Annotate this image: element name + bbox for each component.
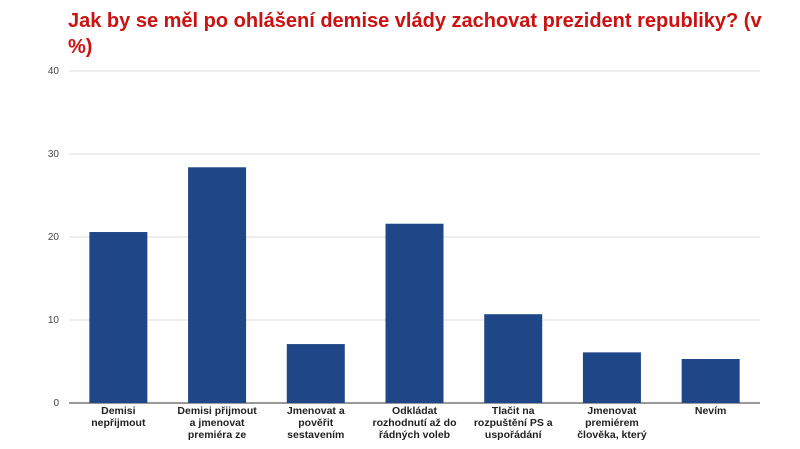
bar xyxy=(484,314,543,403)
x-tick-label: Nevím xyxy=(695,405,727,417)
x-tick-label: Demisi nepřijmout xyxy=(91,405,146,429)
y-tick-label: 20 xyxy=(48,232,60,243)
bar xyxy=(188,167,247,403)
x-tick-label: Odkládat rozhodnutí až do řádných voleb xyxy=(373,405,457,441)
x-tick-label: Tlačit na rozpuštění PS a uspořádání xyxy=(474,405,553,441)
bar xyxy=(385,223,444,403)
x-tick-label: Demisi přijmout a jmenovat premiéra ze xyxy=(177,405,257,441)
y-tick-label: 40 xyxy=(48,66,60,77)
bar xyxy=(582,352,641,403)
y-tick-label: 10 xyxy=(48,315,60,326)
bar xyxy=(681,359,740,403)
y-tick-label: 30 xyxy=(48,149,60,160)
bar xyxy=(89,232,148,403)
x-tick-label: Jmenovat a pověřit sestavením xyxy=(287,405,345,441)
bar xyxy=(286,344,345,403)
chart-title: Jak by se měl po ohlášení demise vlády z… xyxy=(68,10,762,58)
x-tick-label: Jmenovat premiérem člověka, který xyxy=(577,405,647,441)
y-tick-label: 0 xyxy=(53,398,59,409)
